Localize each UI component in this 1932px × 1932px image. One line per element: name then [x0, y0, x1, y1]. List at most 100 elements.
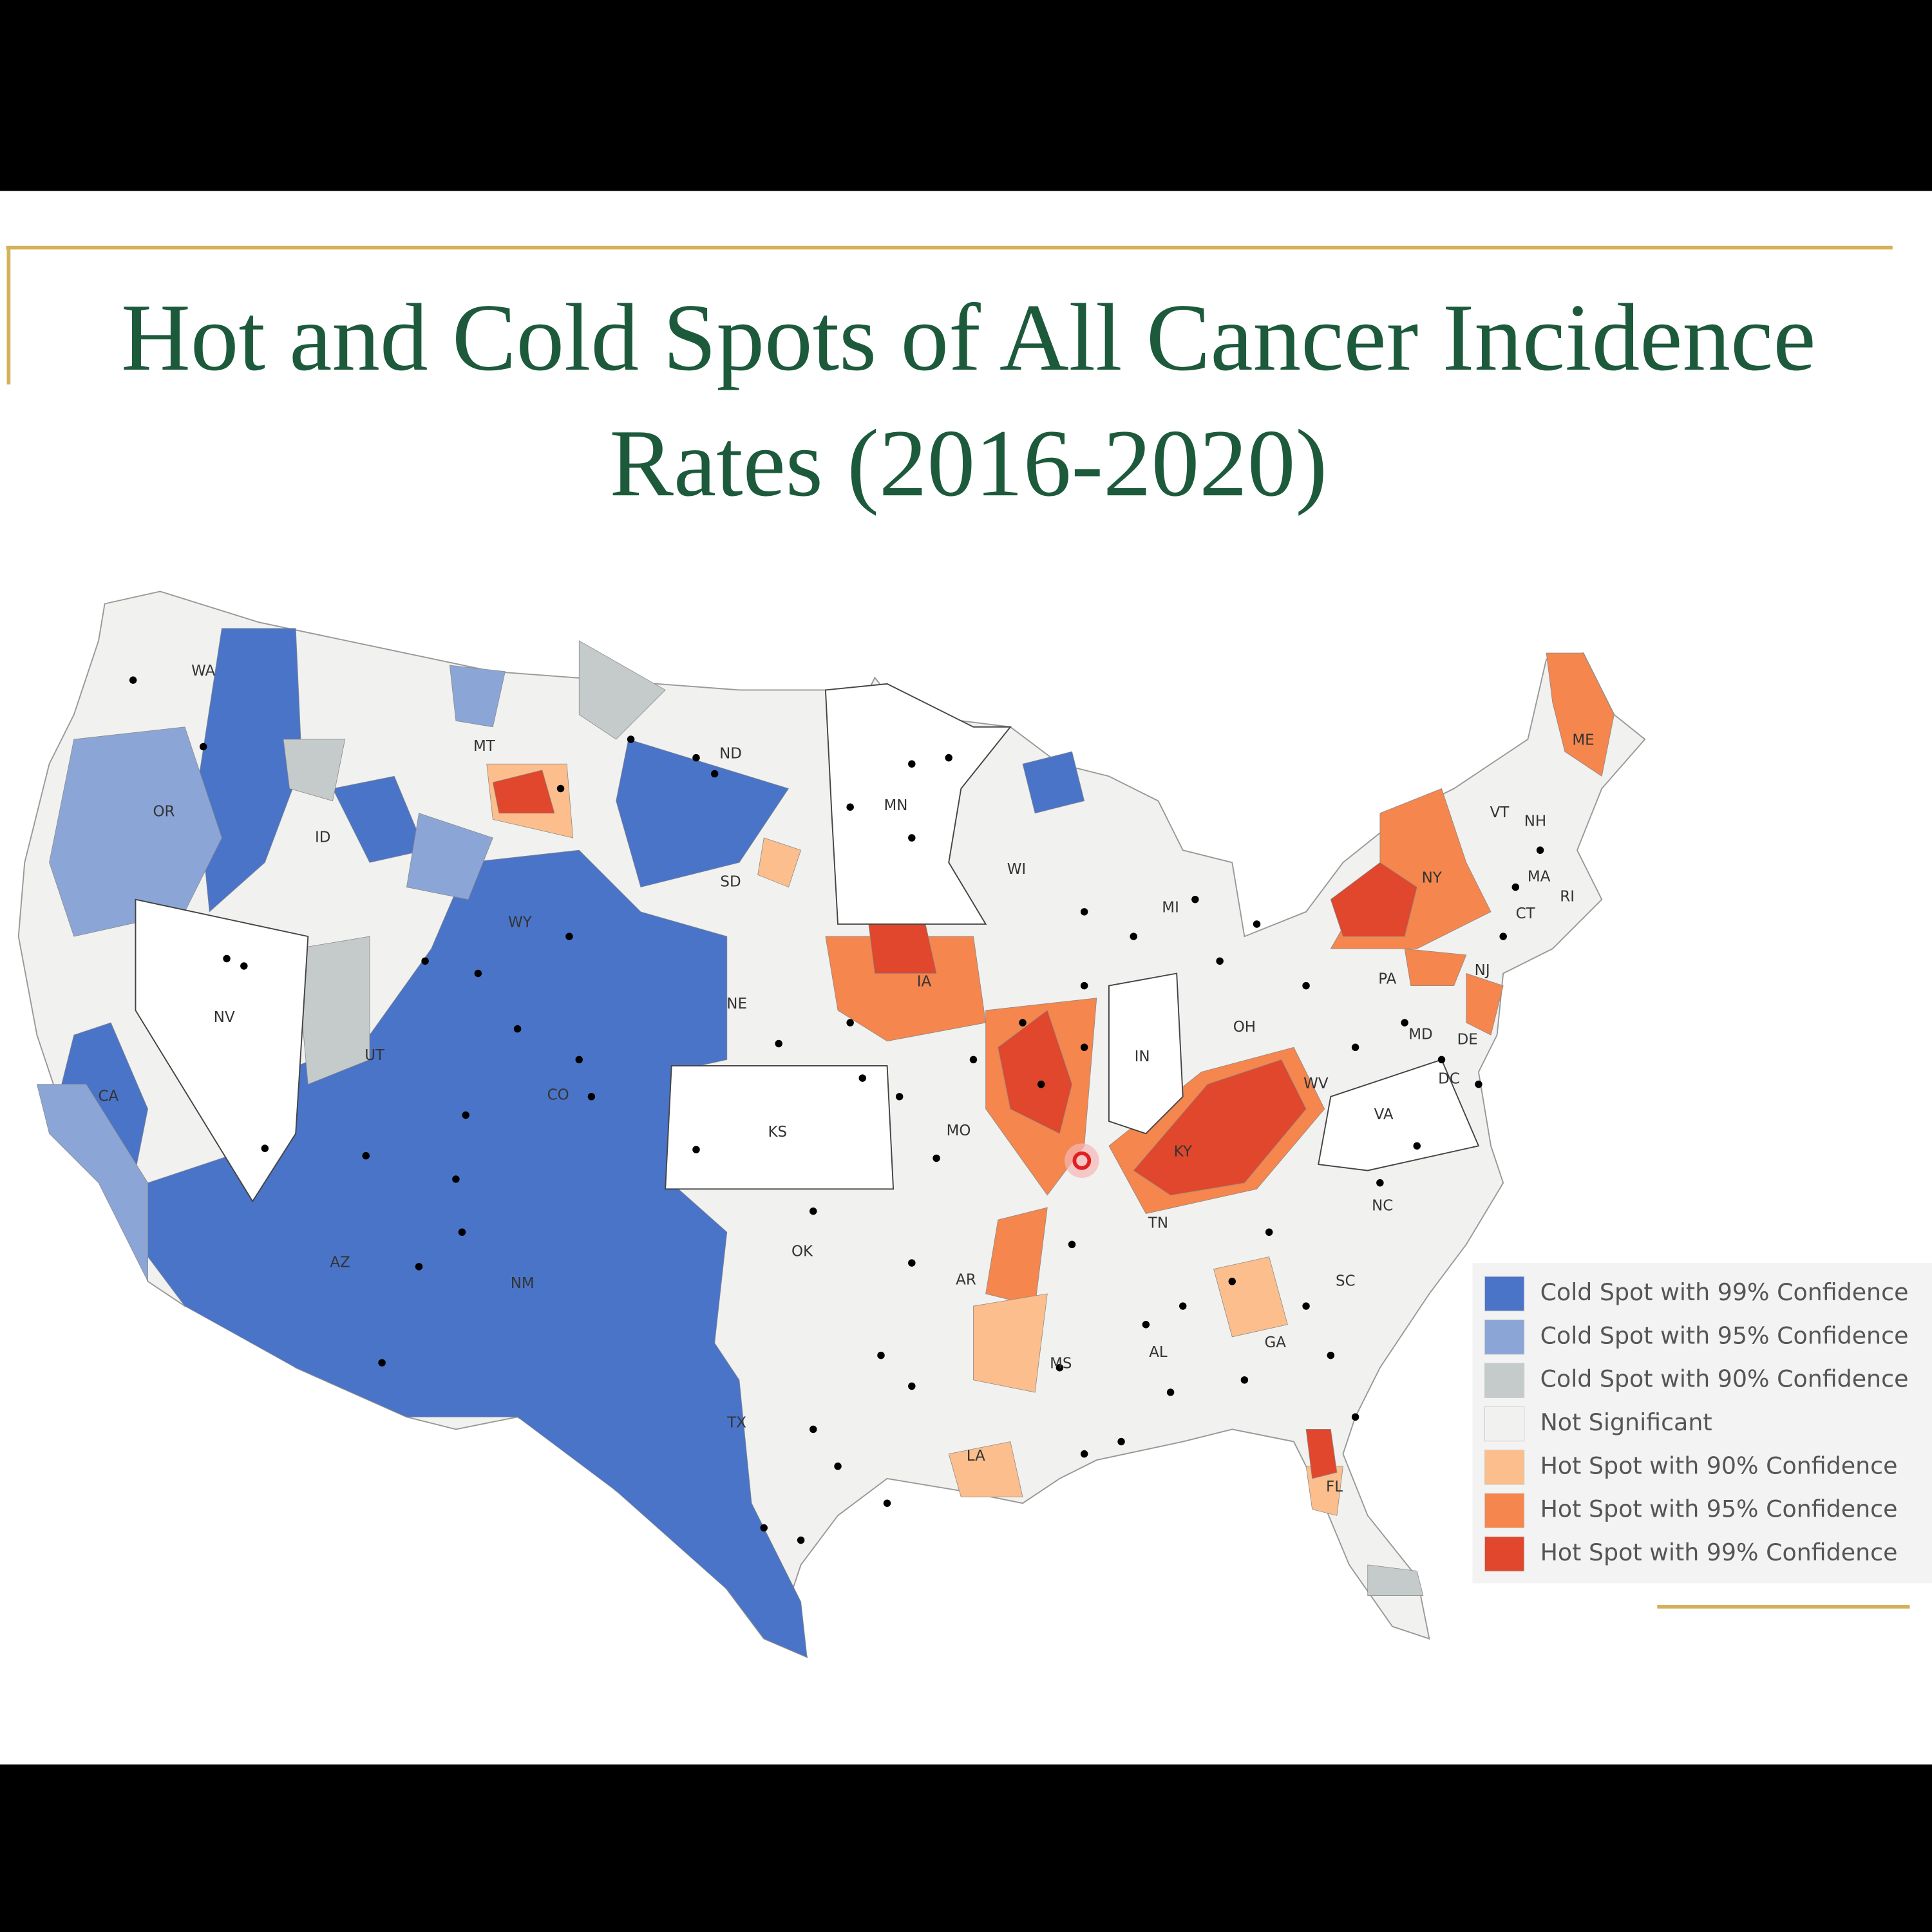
region: [1466, 972, 1504, 1036]
region: [1133, 1059, 1307, 1196]
city-dot: [908, 1382, 916, 1390]
city-dot: [710, 770, 719, 778]
city-dot: [1080, 981, 1088, 990]
state-label: OH: [1233, 1019, 1256, 1036]
city-dot: [969, 1056, 978, 1064]
city-dot: [1056, 1363, 1064, 1372]
state-label: ND: [719, 745, 742, 762]
legend-swatch: [1484, 1406, 1525, 1442]
region: [578, 640, 666, 740]
state-label: MA: [1528, 869, 1551, 886]
state-label: ID: [315, 829, 330, 846]
city-dot: [908, 760, 916, 768]
state-label: KY: [1174, 1143, 1193, 1160]
highlight-marker: [1072, 1151, 1092, 1170]
no-data-state: [665, 1065, 895, 1190]
city-dot: [1475, 1080, 1482, 1088]
city-dot: [362, 1151, 370, 1160]
state-label: MN: [884, 797, 907, 814]
legend-swatch: [1484, 1536, 1525, 1572]
state-label: AZ: [330, 1255, 350, 1271]
city-dot: [1413, 1142, 1421, 1150]
state-label: NE: [726, 996, 747, 1012]
region: [406, 813, 493, 900]
legend: Cold Spot with 99% Confidence Cold Spot w…: [1484, 1276, 1909, 1572]
state-label: WV: [1303, 1075, 1329, 1092]
highlight-halo: [1065, 1143, 1099, 1179]
legend-box: [1472, 1263, 1932, 1584]
city-dot: [797, 1536, 805, 1544]
city-dot: [895, 1093, 904, 1101]
legend-label: Cold Spot with 90% Confidence: [1540, 1365, 1909, 1393]
region: [757, 837, 802, 888]
no-data-state: [1108, 972, 1184, 1135]
city-dot: [1142, 1321, 1150, 1329]
city-dot: [1327, 1351, 1335, 1359]
city-dot: [810, 1425, 817, 1434]
city-dot: [1253, 920, 1261, 928]
city-dot: [1228, 1278, 1236, 1285]
city-dot: [462, 1111, 469, 1119]
city-dot: [1351, 1043, 1359, 1052]
city-dot: [877, 1351, 885, 1359]
state-label: CA: [99, 1088, 119, 1104]
city-dot: [474, 969, 482, 978]
region: [1367, 1564, 1424, 1596]
title: Rates (2016-2020): [609, 410, 1327, 516]
state-label: MO: [947, 1122, 971, 1139]
state-label: LA: [967, 1448, 985, 1464]
city-dot: [1179, 1302, 1187, 1310]
city-dot: [1019, 1019, 1027, 1027]
state-label: NY: [1422, 870, 1443, 887]
city-dot: [587, 1093, 596, 1101]
city-dot: [1437, 1056, 1446, 1064]
city-dot: [565, 933, 573, 940]
state-label: NV: [214, 1009, 235, 1026]
no-data-state: [1318, 1059, 1480, 1171]
city-dot: [1302, 1302, 1310, 1310]
legend-swatch: [1484, 1320, 1525, 1355]
region: [1546, 652, 1615, 777]
title: Hot and Cold Spots of All Cancer Inciden…: [121, 285, 1816, 391]
city-dot: [1536, 846, 1544, 854]
region: [973, 1293, 1048, 1393]
city-dot: [810, 1208, 817, 1215]
region: [295, 936, 370, 1085]
region: [998, 1010, 1072, 1134]
city-dot: [883, 1499, 891, 1507]
legend-label: Not Significant: [1540, 1408, 1712, 1436]
city-dot: [129, 676, 137, 684]
legend-label: Hot Spot with 99% Confidence: [1540, 1539, 1898, 1566]
city-dot: [846, 1019, 854, 1027]
legend-label: Hot Spot with 90% Confidence: [1540, 1452, 1898, 1479]
state-label: MS: [1050, 1355, 1072, 1372]
state-label: VA: [1374, 1106, 1394, 1123]
no-data-state: [824, 683, 1012, 925]
state-label: FL: [1326, 1479, 1343, 1495]
state-label: WA: [191, 663, 215, 679]
legend-swatch: [1484, 1276, 1525, 1312]
city-dot: [1166, 1388, 1175, 1396]
legend-label: Cold Spot with 99% Confidence: [1540, 1278, 1909, 1306]
city-dot: [1265, 1228, 1273, 1236]
state-label: CT: [1516, 905, 1536, 922]
region: [1330, 862, 1417, 937]
region: [825, 936, 987, 1042]
state-label: NJ: [1475, 962, 1490, 979]
city-dot: [415, 1263, 423, 1271]
city-dot: [556, 784, 565, 793]
city-dot: [858, 1074, 867, 1082]
city-dot: [378, 1359, 386, 1367]
region: [1404, 948, 1467, 986]
city-dot: [933, 1154, 940, 1162]
legend-label: Cold Spot with 95% Confidence: [1540, 1321, 1909, 1349]
region: [1213, 1256, 1288, 1338]
city-dot: [1376, 1179, 1384, 1187]
state-label: UT: [365, 1047, 385, 1064]
region: [283, 739, 346, 802]
city-dot: [1037, 1080, 1045, 1088]
state-label: MD: [1408, 1027, 1432, 1043]
city-dot: [627, 735, 635, 743]
